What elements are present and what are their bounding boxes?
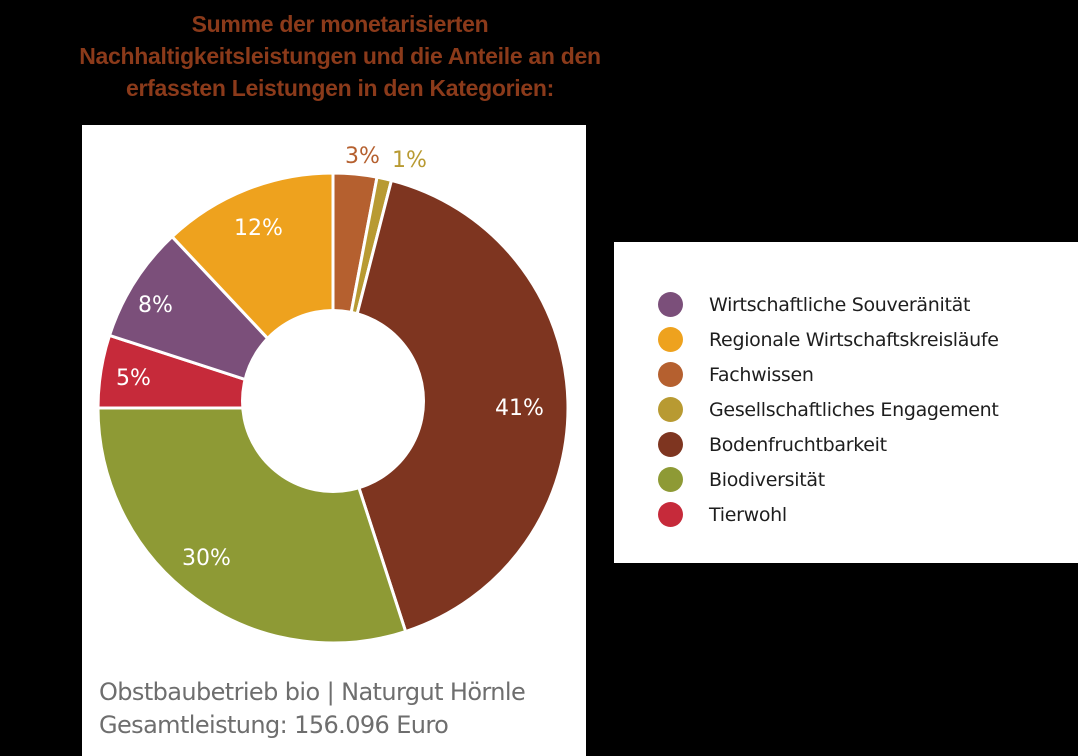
- title-line-2: Nachhaltigkeitsleistungen und die Anteil…: [79, 43, 601, 69]
- chart-title: Summe der monetarisierten Nachhaltigkeit…: [0, 8, 680, 104]
- legend: Wirtschaftliche Souveränität Regionale W…: [614, 242, 1078, 563]
- legend-item-engagement: Gesellschaftliches Engagement: [658, 392, 999, 427]
- chart-caption: Obstbaubetrieb bio | Naturgut Hörnle Ges…: [99, 676, 526, 742]
- caption-farm: Obstbaubetrieb bio | Naturgut Hörnle: [99, 678, 526, 706]
- label-fachwissen: 3%: [345, 144, 380, 169]
- legend-item-tierwohl: Tierwohl: [658, 497, 787, 532]
- legend-item-bodenfruchtbarkeit: Bodenfruchtbarkeit: [658, 427, 887, 462]
- donut-chart: 3% 1% 41% 30% 5% 8% 12%: [96, 144, 570, 645]
- legend-label: Tierwohl: [709, 503, 787, 526]
- legend-swatch-icon: [658, 292, 683, 317]
- legend-label: Fachwissen: [709, 363, 814, 386]
- legend-swatch-icon: [658, 502, 683, 527]
- legend-label: Biodiversität: [709, 468, 825, 491]
- legend-label: Regionale Wirtschaftskreisläufe: [709, 328, 999, 351]
- legend-swatch-icon: [658, 397, 683, 422]
- legend-swatch-icon: [658, 362, 683, 387]
- title-line-3: erfassten Leistungen in den Kategorien:: [126, 75, 554, 101]
- legend-label: Bodenfruchtbarkeit: [709, 433, 887, 456]
- legend-swatch-icon: [658, 467, 683, 492]
- label-souveraenitaet: 8%: [138, 293, 173, 318]
- label-regional: 12%: [234, 216, 283, 241]
- legend-label: Wirtschaftliche Souveränität: [709, 293, 971, 316]
- label-bodenfruchtbarkeit: 41%: [495, 396, 544, 421]
- legend-item-biodiversitaet: Biodiversität: [658, 462, 825, 497]
- pie-slice: [331, 178, 570, 634]
- label-biodiversitaet: 30%: [182, 546, 231, 571]
- label-tierwohl: 5%: [116, 366, 151, 391]
- legend-item-regional: Regionale Wirtschaftskreisläufe: [658, 322, 999, 357]
- donut-hole: [241, 309, 425, 493]
- caption-total: Gesamtleistung: 156.096 Euro: [99, 711, 449, 739]
- label-engagement: 1%: [392, 148, 427, 173]
- chart-panel: 3% 1% 41% 30% 5% 8% 12%: [82, 125, 586, 756]
- legend-swatch-icon: [658, 327, 683, 352]
- legend-item-souveraenitaet: Wirtschaftliche Souveränität: [658, 287, 970, 322]
- title-line-1: Summe der monetarisierten: [191, 11, 489, 37]
- legend-swatch-icon: [658, 432, 683, 457]
- legend-item-fachwissen: Fachwissen: [658, 357, 814, 392]
- legend-label: Gesellschaftliches Engagement: [709, 398, 999, 421]
